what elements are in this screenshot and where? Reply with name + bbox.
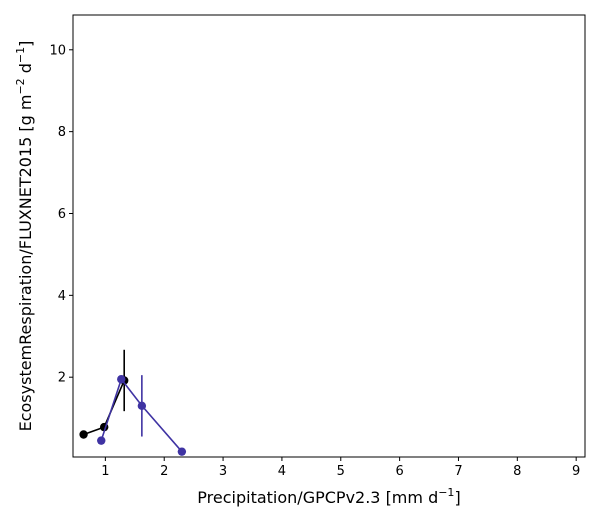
y-tick-label: 10 <box>49 43 66 58</box>
series-2-point <box>177 447 187 456</box>
y-tick-label: 2 <box>58 371 66 386</box>
x-axis-ticks: 1 2 3 4 5 6 7 8 9 <box>101 457 580 479</box>
y-axis-ticks: 2 4 6 8 10 <box>49 43 73 386</box>
x-axis-label: Precipitation/GPCPv2.3 [mm d−1] <box>197 486 460 507</box>
y-axis-label: EcosystemRespiration/FLUXNET2015 [g m−2 … <box>14 41 35 432</box>
plot-frame <box>72 14 586 458</box>
chart-marks <box>79 349 187 456</box>
series-2-point <box>117 375 126 384</box>
x-tick-label: 6 <box>395 464 403 479</box>
x-tick-label: 1 <box>101 464 109 479</box>
x-tick-label: 8 <box>513 464 521 479</box>
x-tick-label: 9 <box>572 464 580 479</box>
x-tick-label: 5 <box>337 464 345 479</box>
x-tick-label: 7 <box>454 464 462 479</box>
series-2-line <box>100 377 183 453</box>
y-tick-label: 6 <box>58 207 66 222</box>
series-1-point <box>79 430 88 439</box>
x-tick-label: 4 <box>278 464 286 479</box>
x-tick-label: 3 <box>219 464 227 479</box>
x-tick-label: 2 <box>160 464 168 479</box>
y-tick-label: 8 <box>58 125 66 140</box>
plot-area <box>73 15 585 457</box>
series-2-point <box>97 436 106 445</box>
y-tick-label: 4 <box>58 289 66 304</box>
series-2-point <box>137 401 147 411</box>
